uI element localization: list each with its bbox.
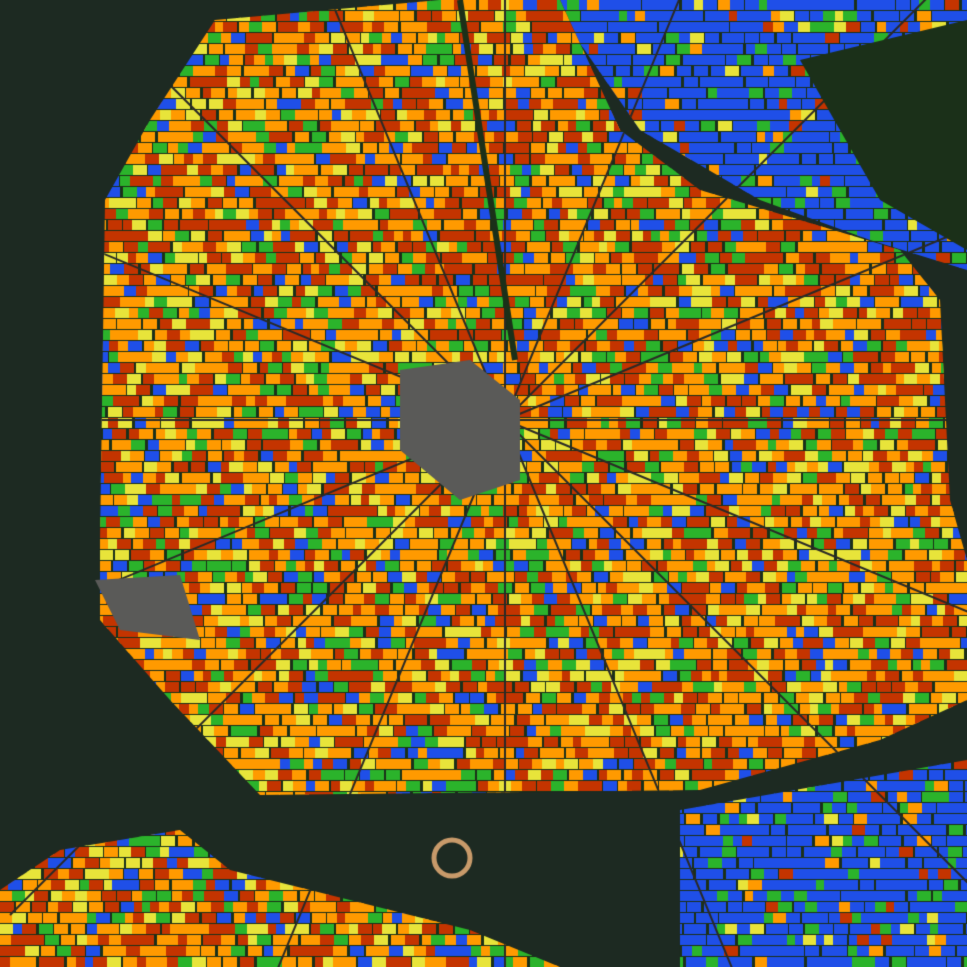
map-canvas[interactable] [0,0,967,967]
classified-satellite-map[interactable] [0,0,967,967]
